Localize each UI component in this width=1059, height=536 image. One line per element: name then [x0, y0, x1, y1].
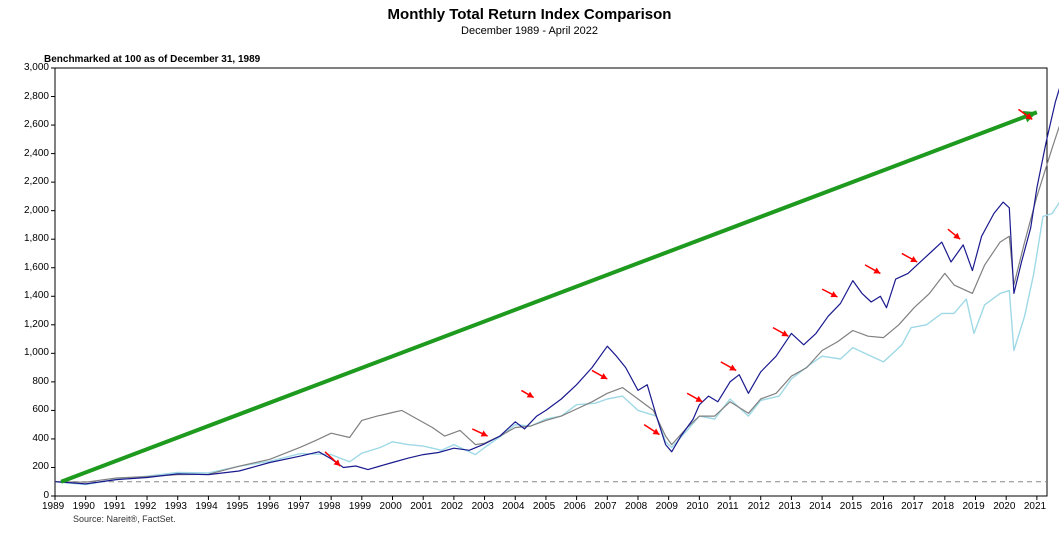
- x-tick-label: 2002: [441, 501, 463, 512]
- y-tick-label: 200: [32, 461, 49, 472]
- x-tick-label: 1989: [42, 501, 64, 512]
- x-tick-label: 2019: [963, 501, 985, 512]
- x-tick-label: 1997: [287, 501, 309, 512]
- x-tick-label: 1990: [73, 501, 95, 512]
- x-tick-label: 1999: [349, 501, 371, 512]
- x-tick-label: 2001: [410, 501, 432, 512]
- x-tick-label: 2012: [748, 501, 770, 512]
- x-tick-label: 1995: [226, 501, 248, 512]
- x-tick-label: 1992: [134, 501, 156, 512]
- x-tick-label: 2008: [625, 501, 647, 512]
- x-tick-label: 2016: [870, 501, 892, 512]
- y-tick-label: 800: [32, 376, 49, 387]
- y-tick-label: 1,600: [24, 262, 49, 273]
- y-tick-label: 400: [32, 433, 49, 444]
- y-tick-label: 2,600: [24, 119, 49, 130]
- y-tick-label: 3,000: [24, 62, 49, 73]
- x-tick-label: 1994: [195, 501, 217, 512]
- x-tick-label: 2010: [686, 501, 708, 512]
- x-tick-label: 2000: [380, 501, 402, 512]
- y-tick-label: 2,000: [24, 205, 49, 216]
- x-tick-label: 1998: [318, 501, 340, 512]
- x-tick-label: 2004: [502, 501, 524, 512]
- y-tick-label: 1,400: [24, 290, 49, 301]
- y-tick-label: 0: [43, 490, 49, 501]
- x-tick-label: 2005: [533, 501, 555, 512]
- x-tick-label: 2017: [901, 501, 923, 512]
- x-tick-label: 2007: [594, 501, 616, 512]
- x-tick-label: 2018: [932, 501, 954, 512]
- y-tick-label: 1,200: [24, 319, 49, 330]
- x-tick-label: 2014: [809, 501, 831, 512]
- x-tick-label: 1996: [257, 501, 279, 512]
- y-tick-label: 1,000: [24, 347, 49, 358]
- y-tick-label: 2,200: [24, 176, 49, 187]
- x-tick-label: 2013: [778, 501, 800, 512]
- y-tick-label: 600: [32, 404, 49, 415]
- plot-area: [55, 68, 1047, 496]
- x-tick-label: 2021: [1024, 501, 1046, 512]
- x-tick-label: 2011: [717, 501, 739, 512]
- x-tick-label: 1993: [165, 501, 187, 512]
- x-tick-label: 2020: [993, 501, 1015, 512]
- source-note: Source: Nareit®, FactSet.: [73, 514, 176, 524]
- x-tick-label: 2009: [656, 501, 678, 512]
- x-tick-label: 1991: [103, 501, 125, 512]
- y-tick-label: 1,800: [24, 233, 49, 244]
- x-tick-label: 2003: [472, 501, 494, 512]
- x-tick-label: 2015: [840, 501, 862, 512]
- chart-svg: [0, 0, 1059, 536]
- y-tick-label: 2,400: [24, 148, 49, 159]
- y-tick-label: 2,800: [24, 91, 49, 102]
- x-tick-label: 2006: [564, 501, 586, 512]
